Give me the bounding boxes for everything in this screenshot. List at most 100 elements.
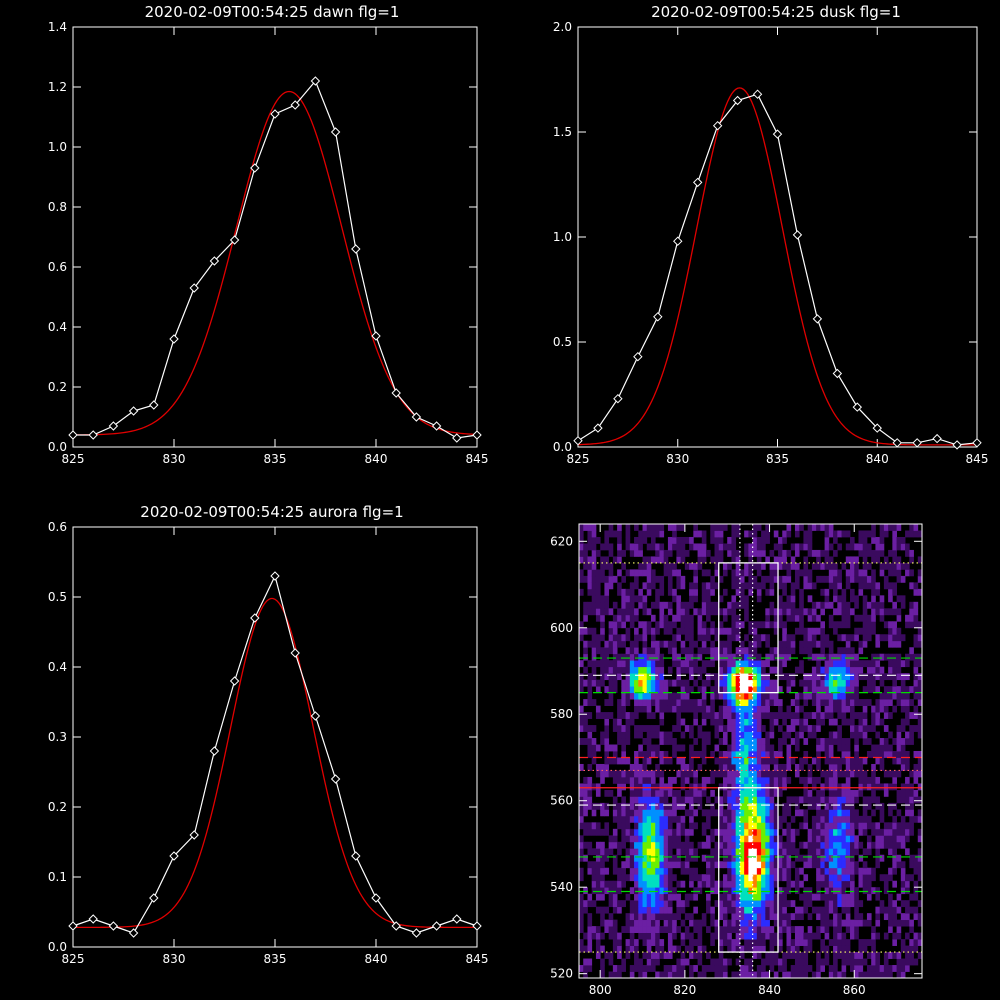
heatmap-cell xyxy=(778,770,783,778)
heatmap-cell xyxy=(765,660,770,668)
heatmap-cell xyxy=(875,919,881,927)
heatmap-cell xyxy=(875,634,881,642)
heatmap-cell xyxy=(608,835,614,843)
heatmap-cell xyxy=(816,841,821,849)
heatmap-cell xyxy=(697,841,703,849)
heatmap-cell xyxy=(646,783,652,791)
heatmap-cell xyxy=(735,647,741,655)
heatmap-cell xyxy=(667,945,673,953)
heatmap-cell xyxy=(744,958,749,966)
heatmap-cell xyxy=(646,854,652,862)
heatmap-cell xyxy=(629,588,635,596)
heatmap-cell xyxy=(595,861,601,869)
heatmap-cell xyxy=(854,569,859,577)
heatmap-cell xyxy=(744,783,749,791)
heatmap-cell xyxy=(659,757,665,765)
heatmap-cell xyxy=(841,770,847,778)
heatmap-cell xyxy=(900,699,906,706)
heatmap-cell xyxy=(655,731,660,739)
heatmap-cell xyxy=(892,569,897,577)
heatmap-cell xyxy=(765,783,770,791)
heatmap-cell xyxy=(697,634,703,642)
heatmap-cell xyxy=(816,861,821,869)
heatmap-cell xyxy=(722,906,728,914)
heatmap-cell xyxy=(587,789,593,797)
heatmap-cell xyxy=(608,770,614,778)
heatmap-cell xyxy=(790,601,796,609)
heatmap-cell xyxy=(905,958,910,966)
heatmap-cell xyxy=(752,809,758,817)
heatmap-cell xyxy=(595,926,601,933)
heatmap-cell xyxy=(667,640,673,648)
heatmap-cell xyxy=(663,783,669,791)
heatmap-cell xyxy=(710,712,715,719)
heatmap-cell xyxy=(621,757,626,765)
heatmap-cell xyxy=(650,926,656,933)
heatmap-cell xyxy=(650,634,656,642)
heatmap-cell xyxy=(769,751,775,758)
heatmap-cell xyxy=(701,841,707,849)
heatmap-cell xyxy=(769,906,775,914)
heatmap-cell xyxy=(748,932,754,940)
heatmap-cell xyxy=(735,653,741,661)
heatmap-cell xyxy=(773,686,779,694)
heatmap-cell xyxy=(735,562,741,570)
heatmap-cell xyxy=(888,562,893,570)
heatmap-cell xyxy=(739,679,745,687)
heatmap-cell xyxy=(790,718,796,726)
heatmap-cell xyxy=(858,958,864,966)
heatmap-cell xyxy=(917,757,923,765)
heatmap-cell xyxy=(845,699,851,706)
heatmap-cell xyxy=(782,802,787,810)
heatmap-cell xyxy=(752,880,758,888)
heatmap-cell xyxy=(850,932,855,940)
heatmap-cell xyxy=(854,634,859,642)
plot-frame xyxy=(578,523,923,979)
heatmap-cell xyxy=(816,893,821,901)
heatmap-cell xyxy=(621,867,626,875)
heatmap-cell xyxy=(854,809,859,817)
heatmap-cell xyxy=(769,854,775,862)
heatmap-cell xyxy=(807,608,813,616)
heatmap-cell xyxy=(672,536,677,544)
heatmap-cell xyxy=(642,815,648,823)
heatmap-cell xyxy=(595,686,601,694)
heatmap-cell xyxy=(655,952,660,959)
heatmap-cell xyxy=(803,854,809,862)
heatmap-cell xyxy=(828,582,834,590)
heatmap-cell xyxy=(608,575,614,583)
heatmap-cell xyxy=(642,692,648,700)
heatmap-cell xyxy=(714,796,720,804)
data-point xyxy=(673,236,683,246)
heatmap-cell xyxy=(612,634,618,642)
heatmap-cell xyxy=(913,958,919,966)
heatmap-cell xyxy=(794,712,800,719)
heatmap-cell xyxy=(875,835,881,843)
heatmap-cell xyxy=(706,893,711,901)
data-point xyxy=(452,433,462,443)
heatmap-cell xyxy=(875,854,881,862)
heatmap-cell xyxy=(794,906,800,914)
heatmap-cell xyxy=(871,939,876,946)
heatmap-cell xyxy=(612,919,618,927)
heatmap-cell xyxy=(617,971,622,979)
heatmap-cell xyxy=(638,900,643,908)
heatmap-cell xyxy=(587,582,593,590)
heatmap-cell xyxy=(701,822,707,830)
heatmap-cell xyxy=(659,945,665,953)
heatmap-cell xyxy=(828,718,834,726)
heatmap-cell xyxy=(735,893,741,901)
heatmap-cell xyxy=(917,874,923,882)
x-tick-label: 845 xyxy=(466,452,489,466)
heatmap-cell xyxy=(693,705,698,713)
heatmap-cell xyxy=(684,699,690,706)
heatmap-cell xyxy=(866,679,872,687)
heatmap-cell xyxy=(583,809,588,817)
heatmap-cell xyxy=(756,971,762,979)
heatmap-cell xyxy=(824,835,830,843)
heatmap-cell xyxy=(676,666,682,674)
heatmap-cell xyxy=(689,828,694,836)
heatmap-cell xyxy=(786,874,792,882)
heatmap-cell xyxy=(727,751,732,758)
heatmap-cell xyxy=(862,971,868,979)
